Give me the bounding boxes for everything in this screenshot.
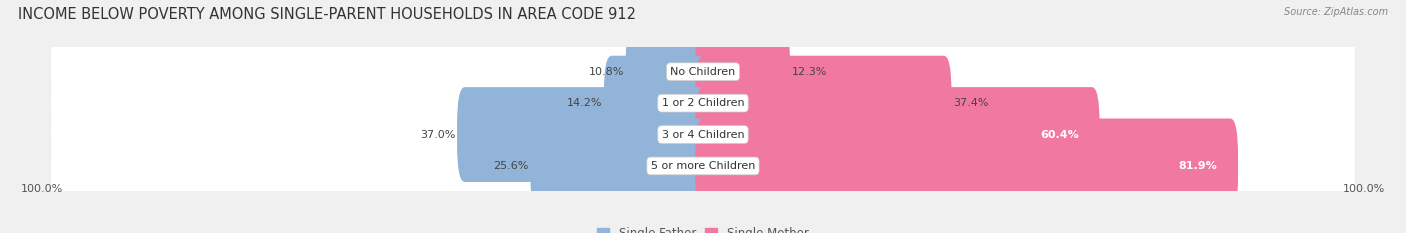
FancyBboxPatch shape bbox=[696, 56, 952, 151]
Text: No Children: No Children bbox=[671, 67, 735, 77]
FancyBboxPatch shape bbox=[457, 87, 710, 182]
Text: 100.0%: 100.0% bbox=[21, 184, 63, 194]
FancyBboxPatch shape bbox=[51, 31, 1355, 112]
FancyBboxPatch shape bbox=[51, 126, 1355, 206]
FancyBboxPatch shape bbox=[51, 64, 1355, 142]
FancyBboxPatch shape bbox=[696, 24, 790, 119]
FancyBboxPatch shape bbox=[696, 119, 1239, 213]
Text: 60.4%: 60.4% bbox=[1040, 130, 1078, 140]
FancyBboxPatch shape bbox=[51, 94, 1355, 175]
Text: 10.8%: 10.8% bbox=[589, 67, 624, 77]
Text: 37.0%: 37.0% bbox=[420, 130, 456, 140]
FancyBboxPatch shape bbox=[530, 119, 710, 213]
Text: Source: ZipAtlas.com: Source: ZipAtlas.com bbox=[1284, 7, 1388, 17]
Text: 1 or 2 Children: 1 or 2 Children bbox=[662, 98, 744, 108]
Legend: Single Father, Single Mother: Single Father, Single Mother bbox=[598, 227, 808, 233]
Text: 12.3%: 12.3% bbox=[792, 67, 827, 77]
FancyBboxPatch shape bbox=[603, 56, 710, 151]
FancyBboxPatch shape bbox=[626, 24, 710, 119]
Text: 81.9%: 81.9% bbox=[1178, 161, 1218, 171]
Text: 100.0%: 100.0% bbox=[1343, 184, 1385, 194]
Text: 14.2%: 14.2% bbox=[567, 98, 602, 108]
Text: 3 or 4 Children: 3 or 4 Children bbox=[662, 130, 744, 140]
FancyBboxPatch shape bbox=[51, 32, 1355, 111]
Text: 25.6%: 25.6% bbox=[494, 161, 529, 171]
Text: 37.4%: 37.4% bbox=[953, 98, 988, 108]
FancyBboxPatch shape bbox=[51, 63, 1355, 143]
FancyBboxPatch shape bbox=[696, 87, 1099, 182]
FancyBboxPatch shape bbox=[51, 127, 1355, 205]
Text: 5 or more Children: 5 or more Children bbox=[651, 161, 755, 171]
FancyBboxPatch shape bbox=[51, 95, 1355, 174]
Text: INCOME BELOW POVERTY AMONG SINGLE-PARENT HOUSEHOLDS IN AREA CODE 912: INCOME BELOW POVERTY AMONG SINGLE-PARENT… bbox=[18, 7, 637, 22]
